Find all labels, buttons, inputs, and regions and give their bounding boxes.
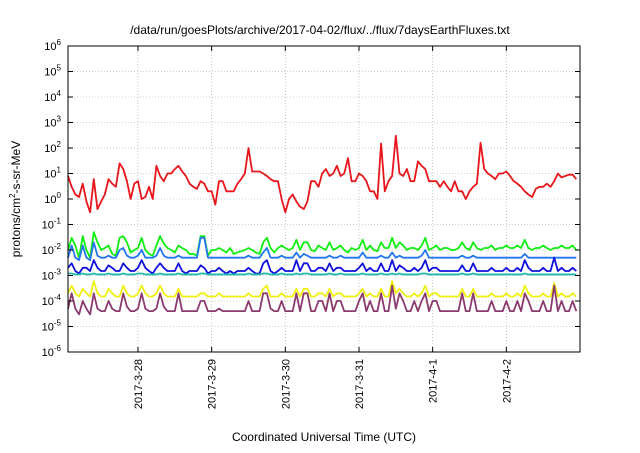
y-tick-label: 10-1 xyxy=(42,217,62,232)
chart-title: /data/run/goesPlots/archive/2017-04-02/f… xyxy=(130,23,510,37)
series-line-3 xyxy=(67,236,577,262)
y-tick-label: 10-5 xyxy=(42,319,62,334)
series-line-7 xyxy=(67,284,578,316)
x-tick-label: 2017-3-30 xyxy=(280,359,292,409)
x-tick-label: 2017-3-31 xyxy=(354,359,366,409)
y-tick-label: 103 xyxy=(44,115,61,130)
x-tick-label: 2017-3-29 xyxy=(207,359,219,409)
y-tick-label: 101 xyxy=(44,166,61,181)
series-line-6 xyxy=(67,280,577,298)
y-tick-label: 102 xyxy=(44,140,61,155)
y-tick-label: 10-2 xyxy=(42,242,62,257)
x-axis-label: Coordinated Universal Time (UTC) xyxy=(232,430,416,444)
y-tick-label: 105 xyxy=(44,64,61,79)
x-axis-ticks: 2017-3-28 2017-3-29 2017-3-30 2017-3-31 2017… xyxy=(133,46,513,409)
series-line-5 xyxy=(68,272,577,276)
series-layer xyxy=(67,134,578,316)
y-tick-label: 10-4 xyxy=(42,293,62,308)
series-line-1 xyxy=(67,134,578,214)
x-tick-label: 2017-4-1 xyxy=(428,359,440,403)
y-tick-label: 100 xyxy=(44,191,61,206)
x-tick-label: 2017-3-28 xyxy=(133,359,145,409)
y-tick-label: 10-3 xyxy=(42,268,62,283)
x-tick-label: 2017-4-2 xyxy=(501,359,513,403)
series-line-4 xyxy=(67,256,577,275)
y-tick-label: 104 xyxy=(44,89,61,104)
y-tick-label: 10-6 xyxy=(42,344,62,359)
y-tick-label: 106 xyxy=(44,38,61,53)
series-line-2 xyxy=(67,231,578,259)
y-axis-ticks: 10-6 10-5 10-4 10-3 10-2 10-1 100 101 102 103 104 1… xyxy=(42,38,580,359)
y-axis-label: protons/cm2-s-sr-MeV xyxy=(8,141,23,257)
